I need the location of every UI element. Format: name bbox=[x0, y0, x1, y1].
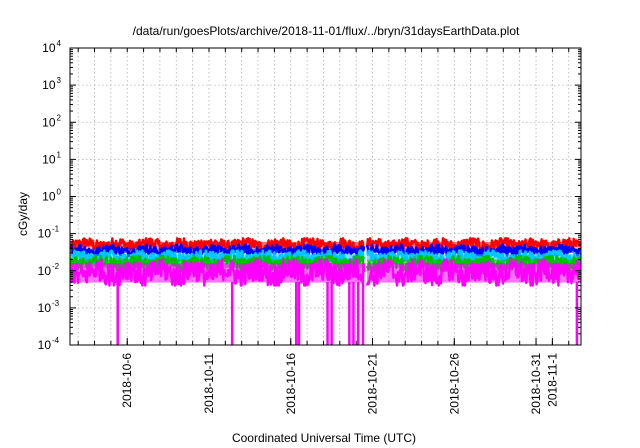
y-tick-label: 10 bbox=[42, 190, 56, 204]
x-tick-label: 2018-10-11 bbox=[202, 353, 216, 414]
y-tick-label: 10 bbox=[42, 41, 56, 55]
y-tick-label: 10 bbox=[42, 78, 56, 92]
x-tick-label: 2018-10-16 bbox=[284, 353, 298, 415]
y-tick-label-exponent: 0 bbox=[57, 188, 62, 197]
y-tick-label-exponent: -2 bbox=[52, 262, 60, 271]
y-tick-label-exponent: 2 bbox=[57, 113, 62, 122]
y-tick-label: 10 bbox=[38, 264, 52, 278]
y-tick-label-exponent: 3 bbox=[57, 76, 62, 85]
x-tick-label: 2018-10-21 bbox=[366, 353, 380, 415]
y-tick-label-exponent: 4 bbox=[57, 39, 62, 48]
series-band bbox=[367, 254, 581, 262]
x-tick-label: 2018-10-31 bbox=[529, 353, 543, 415]
series-band bbox=[367, 241, 581, 248]
series-band bbox=[70, 254, 365, 262]
y-tick-label: 10 bbox=[42, 115, 56, 129]
grid bbox=[70, 48, 581, 345]
y-tick-label-exponent: -4 bbox=[52, 336, 60, 345]
chart-title: /data/run/goesPlots/archive/2018-11-01/f… bbox=[133, 24, 520, 38]
y-tick-label-exponent: -1 bbox=[52, 225, 60, 234]
y-tick-label: 10 bbox=[38, 301, 52, 315]
x-tick-label: 2018-10-6 bbox=[120, 353, 134, 408]
x-tick-label: 2018-11-1 bbox=[545, 353, 559, 407]
x-axis-label: Coordinated Universal Time (UTC) bbox=[232, 431, 416, 445]
series-band bbox=[70, 248, 365, 254]
y-tick-label: 10 bbox=[38, 338, 52, 352]
y-tick-label-exponent: 1 bbox=[57, 150, 62, 159]
x-axis-ticks: 2018-10-6 2018-10-11 2018-10-16 2018-10-21 2… bbox=[77, 48, 570, 415]
y-tick-label: 10 bbox=[38, 227, 52, 241]
y-tick-label: 10 bbox=[42, 152, 56, 166]
y-axis-label: cGy/day bbox=[16, 192, 30, 236]
plot-area bbox=[70, 237, 581, 345]
series-band bbox=[367, 248, 581, 254]
x-tick-label: 2018-10-26 bbox=[447, 353, 461, 415]
series-band bbox=[70, 241, 365, 248]
series-band bbox=[70, 263, 365, 283]
series-band bbox=[367, 263, 581, 283]
y-tick-label-exponent: -3 bbox=[52, 299, 60, 308]
